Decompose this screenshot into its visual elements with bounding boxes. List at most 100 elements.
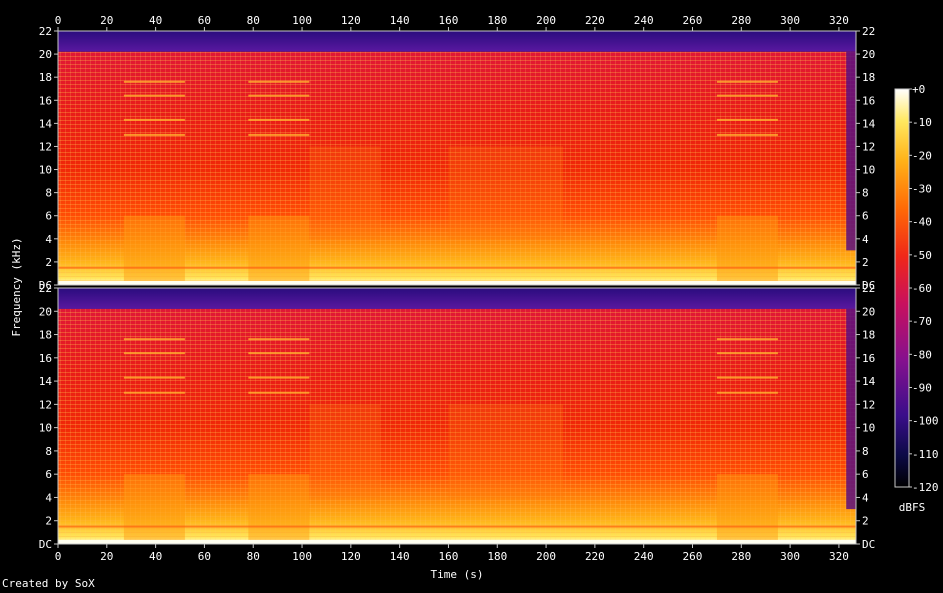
y-tick-label: 20 [39,48,52,61]
y-tick-label: 20 [862,305,875,318]
y-tick-label: 18 [862,71,875,84]
x-tick-label: 0 [55,14,62,27]
y-tick-label: 18 [39,71,52,84]
x-tick-label: 120 [341,550,361,563]
y-tick-label: 12 [862,398,875,411]
x-tick-label: 180 [487,550,507,563]
colorbar-scale [894,88,910,488]
x-tick-label: 140 [390,14,410,27]
y-tick-label: 22 [862,25,875,38]
y-tick-label: 2 [862,515,869,528]
y-tick-label: 10 [39,164,52,177]
x-tick-label: 20 [100,550,113,563]
y-tick-label: 20 [862,48,875,61]
y-tick-label: 6 [862,468,869,481]
x-tick-label: 260 [683,550,703,563]
colorbar-tick-label: -110 [912,448,939,461]
y-tick-label: DC [862,538,875,551]
colorbar-tick-label: -40 [912,216,932,229]
y-tick-label: 4 [862,491,869,504]
section-band [123,215,185,285]
colorbar-tick-label: -100 [912,415,939,428]
y-tick-label: 14 [39,375,53,388]
y-tick-label: 4 [862,233,869,246]
x-tick-label: 80 [247,14,260,27]
x-tick-label: 40 [149,14,162,27]
y-tick-label: 18 [39,329,52,342]
colorbar-tick-label: -90 [912,382,932,395]
y-tick-label: 6 [862,210,869,223]
section-band [716,215,778,285]
x-tick-label: 100 [292,14,312,27]
channel-1-spectrogram [57,30,857,286]
colorbar-tick-label: -70 [912,315,932,328]
colorbar-label: dBFS [899,501,926,514]
y-tick-label: 16 [39,94,52,107]
x-tick-label: 320 [829,14,849,27]
x-tick-label: 280 [731,14,751,27]
colorbar-tick-label: +0 [912,83,925,96]
y-tick-label: 12 [862,140,875,153]
credit-text: Created by SoX [2,577,95,590]
y-tick-label: 10 [862,164,875,177]
y-tick-label: 10 [862,422,875,435]
section-band [846,308,856,510]
x-tick-label: 180 [487,14,507,27]
x-tick-label: 280 [731,550,751,563]
colorbar-tick-label: -50 [912,249,932,262]
section-band [716,474,778,544]
x-tick-label: 160 [439,550,459,563]
y-tick-label: 4 [45,233,52,246]
x-tick-label: 140 [390,550,410,563]
y-tick-label: 14 [862,375,876,388]
section-band [123,474,185,544]
x-tick-label: 300 [780,550,800,563]
section-band [248,474,310,544]
channel-2-spectrogram [57,287,857,545]
y-tick-label: 12 [39,398,52,411]
section-band [448,146,564,239]
y-tick-label: 12 [39,140,52,153]
x-tick-label: 80 [247,550,260,563]
y-tick-label: DC [862,279,875,292]
x-tick-label: 260 [683,14,703,27]
x-tick-label: 100 [292,550,312,563]
x-tick-label: 220 [585,14,605,27]
y-tick-label: 2 [45,256,52,269]
x-tick-label: 300 [780,14,800,27]
x-axis-label: Time (s) [431,568,484,581]
colorbar-tick-label: -30 [912,183,932,196]
y-tick-label: 20 [39,305,52,318]
x-tick-label: 160 [439,14,459,27]
x-tick-label: 60 [198,14,211,27]
colorbar-tick-label: -20 [912,149,932,162]
y-tick-label: 10 [39,422,52,435]
lowpass-band [58,288,856,309]
section-band [309,404,381,498]
y-tick-label: 2 [45,515,52,528]
lowpass-band [58,31,856,52]
colorbar-tick-label: -120 [912,481,939,494]
colorbar-tick-label: -60 [912,282,932,295]
colorbar-tick-label: -80 [912,348,932,361]
y-tick-label: 22 [39,282,52,295]
section-band [448,404,564,498]
spectrogram-panels [57,30,857,545]
y-tick-label: 14 [39,117,53,130]
y-axis-label: Frequency (kHz) [10,237,23,336]
colorbar-tick-label: -10 [912,116,932,129]
y-tick-label: 2 [862,256,869,269]
y-tick-label: 16 [862,94,875,107]
x-tick-label: 200 [536,550,556,563]
y-tick-label: 4 [45,491,52,504]
x-tick-label: 240 [634,14,654,27]
y-tick-label: 22 [39,25,52,38]
y-tick-label: 6 [45,210,52,223]
y-tick-label: 6 [45,468,52,481]
x-tick-label: 320 [829,550,849,563]
y-tick-label: 8 [862,445,869,458]
y-tick-label: DC [39,538,52,551]
colorbar: +0 -10 -20 -30 -40 -50 -60 -70 -80 -90 -100 -110 -12… [894,83,939,494]
